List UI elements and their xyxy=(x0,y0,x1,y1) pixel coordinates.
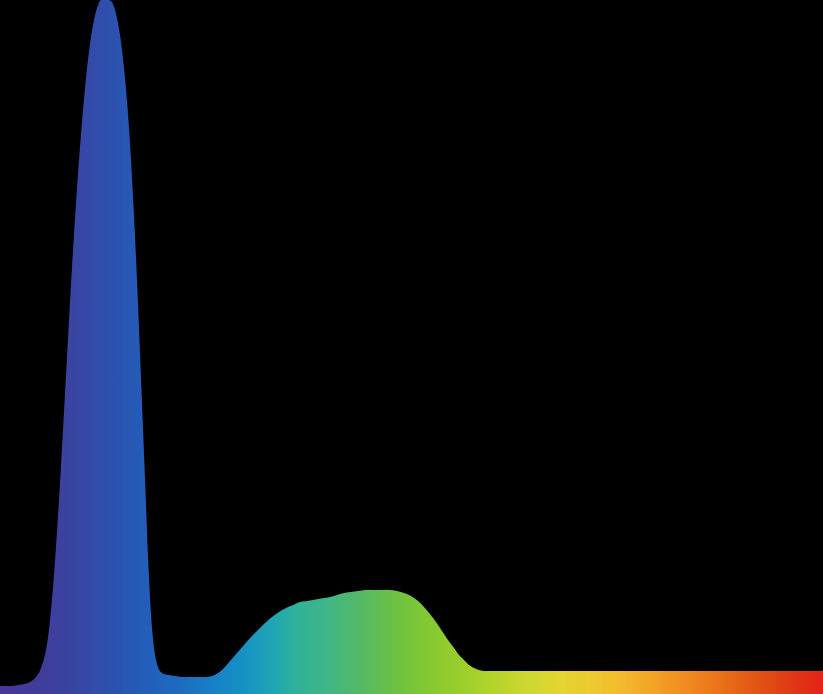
spectral-plot-canvas xyxy=(0,0,823,694)
density-curve-fill xyxy=(0,0,823,694)
spectral-plot-svg xyxy=(0,0,823,694)
